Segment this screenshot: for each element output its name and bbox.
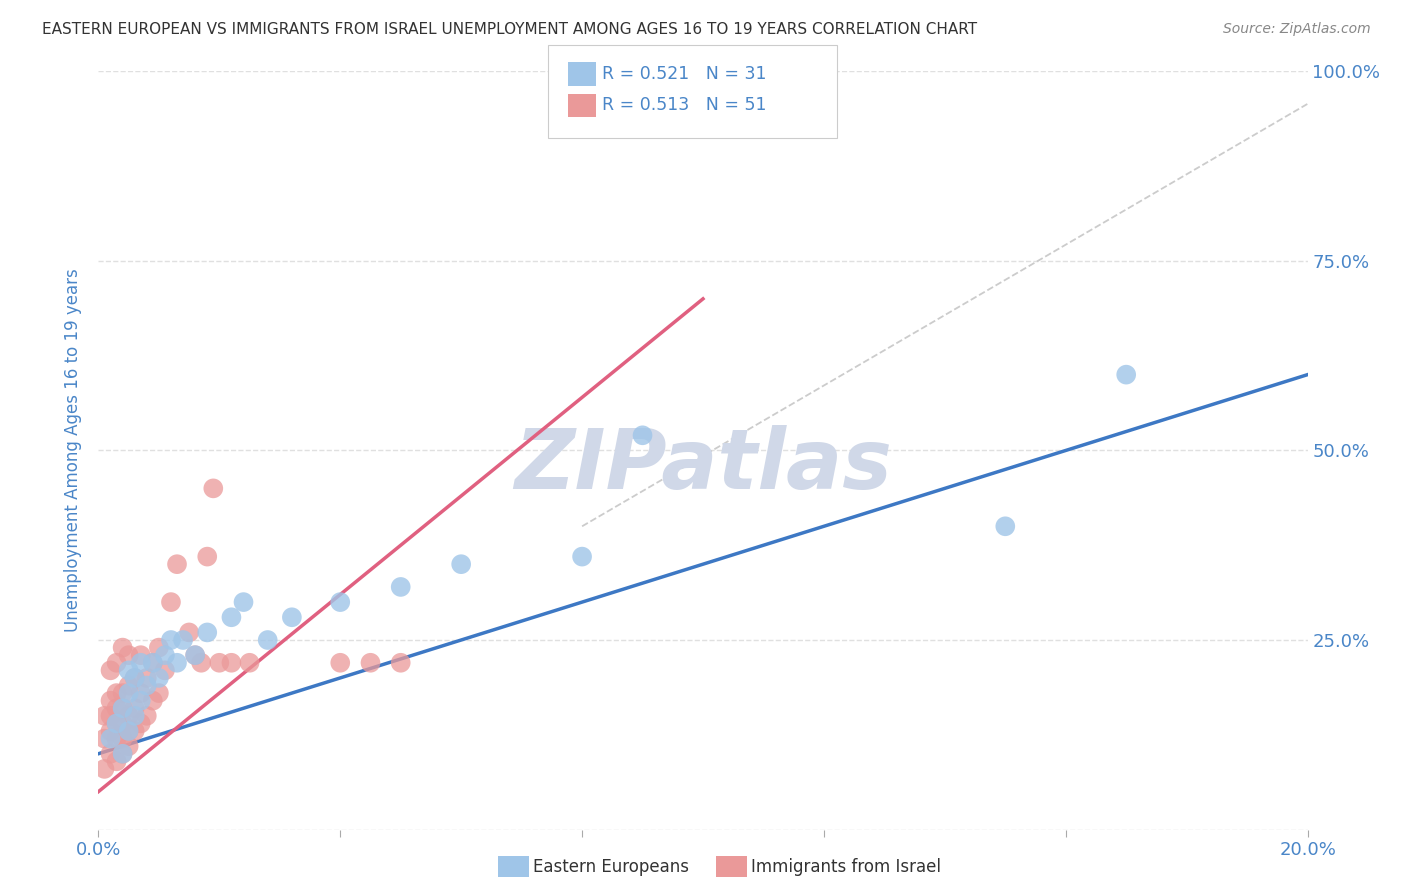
Point: [148, 640, 170, 655]
Point: [195, 625, 218, 640]
Point: [142, 656, 165, 670]
Point: [153, 648, 176, 662]
Point: [129, 648, 152, 662]
Point: [111, 747, 134, 761]
Point: [100, 664, 122, 678]
Point: [118, 724, 141, 739]
Point: [111, 747, 134, 761]
Point: [281, 610, 304, 624]
Point: [93, 762, 115, 776]
Point: [135, 708, 157, 723]
Point: [100, 731, 122, 746]
Point: [221, 656, 243, 670]
Point: [100, 724, 122, 739]
Point: [148, 671, 170, 685]
Point: [142, 694, 165, 708]
Point: [100, 708, 122, 723]
Point: [105, 716, 128, 731]
Point: [329, 656, 352, 670]
Y-axis label: Unemployment Among Ages 16 to 19 years: Unemployment Among Ages 16 to 19 years: [65, 268, 83, 632]
Point: [93, 708, 115, 723]
Point: [1115, 368, 1137, 382]
Point: [153, 664, 176, 678]
Point: [208, 656, 231, 670]
Point: [135, 671, 157, 685]
Text: R = 0.521   N = 31: R = 0.521 N = 31: [602, 65, 766, 83]
Point: [179, 625, 201, 640]
Text: EASTERN EUROPEAN VS IMMIGRANTS FROM ISRAEL UNEMPLOYMENT AMONG AGES 16 TO 19 YEAR: EASTERN EUROPEAN VS IMMIGRANTS FROM ISRA…: [42, 22, 977, 37]
Point: [389, 656, 412, 670]
Point: [129, 716, 152, 731]
Point: [105, 656, 128, 670]
Point: [256, 633, 278, 648]
Point: [118, 708, 141, 723]
Text: Source: ZipAtlas.com: Source: ZipAtlas.com: [1223, 22, 1371, 37]
Point: [100, 747, 122, 761]
Point: [184, 648, 207, 662]
Point: [360, 656, 382, 670]
Point: [239, 656, 262, 670]
Point: [202, 482, 225, 496]
Text: R = 0.513   N = 51: R = 0.513 N = 51: [602, 96, 766, 114]
Point: [184, 648, 207, 662]
Point: [190, 656, 212, 670]
Point: [111, 640, 134, 655]
Point: [571, 549, 593, 564]
Point: [124, 724, 146, 739]
Point: [118, 739, 141, 753]
Point: [195, 549, 218, 564]
Point: [172, 633, 194, 648]
Point: [232, 595, 254, 609]
Point: [166, 557, 188, 572]
Point: [389, 580, 412, 594]
Point: [118, 664, 141, 678]
Point: [994, 519, 1017, 533]
Point: [124, 701, 146, 715]
Point: [124, 671, 146, 685]
Point: [118, 678, 141, 692]
Point: [160, 595, 183, 609]
Point: [142, 656, 165, 670]
Point: [105, 701, 128, 715]
Point: [111, 686, 134, 700]
Point: [100, 694, 122, 708]
Point: [93, 731, 115, 746]
Text: ZIPatlas: ZIPatlas: [515, 425, 891, 506]
Point: [118, 686, 141, 700]
Point: [105, 755, 128, 769]
Point: [105, 731, 128, 746]
Point: [118, 648, 141, 662]
Point: [118, 724, 141, 739]
Point: [129, 694, 152, 708]
Point: [111, 701, 134, 715]
Point: [111, 731, 134, 746]
Text: Eastern Europeans: Eastern Europeans: [533, 858, 689, 876]
Point: [166, 656, 188, 670]
Point: [111, 701, 134, 715]
Point: [160, 633, 183, 648]
Point: [221, 610, 243, 624]
Point: [124, 671, 146, 685]
Point: [105, 716, 128, 731]
Point: [129, 656, 152, 670]
Point: [111, 716, 134, 731]
Point: [329, 595, 352, 609]
Point: [450, 557, 472, 572]
Point: [124, 708, 146, 723]
Text: Immigrants from Israel: Immigrants from Israel: [751, 858, 941, 876]
Point: [129, 686, 152, 700]
Point: [631, 428, 654, 442]
Point: [135, 678, 157, 692]
Point: [148, 686, 170, 700]
Point: [105, 686, 128, 700]
